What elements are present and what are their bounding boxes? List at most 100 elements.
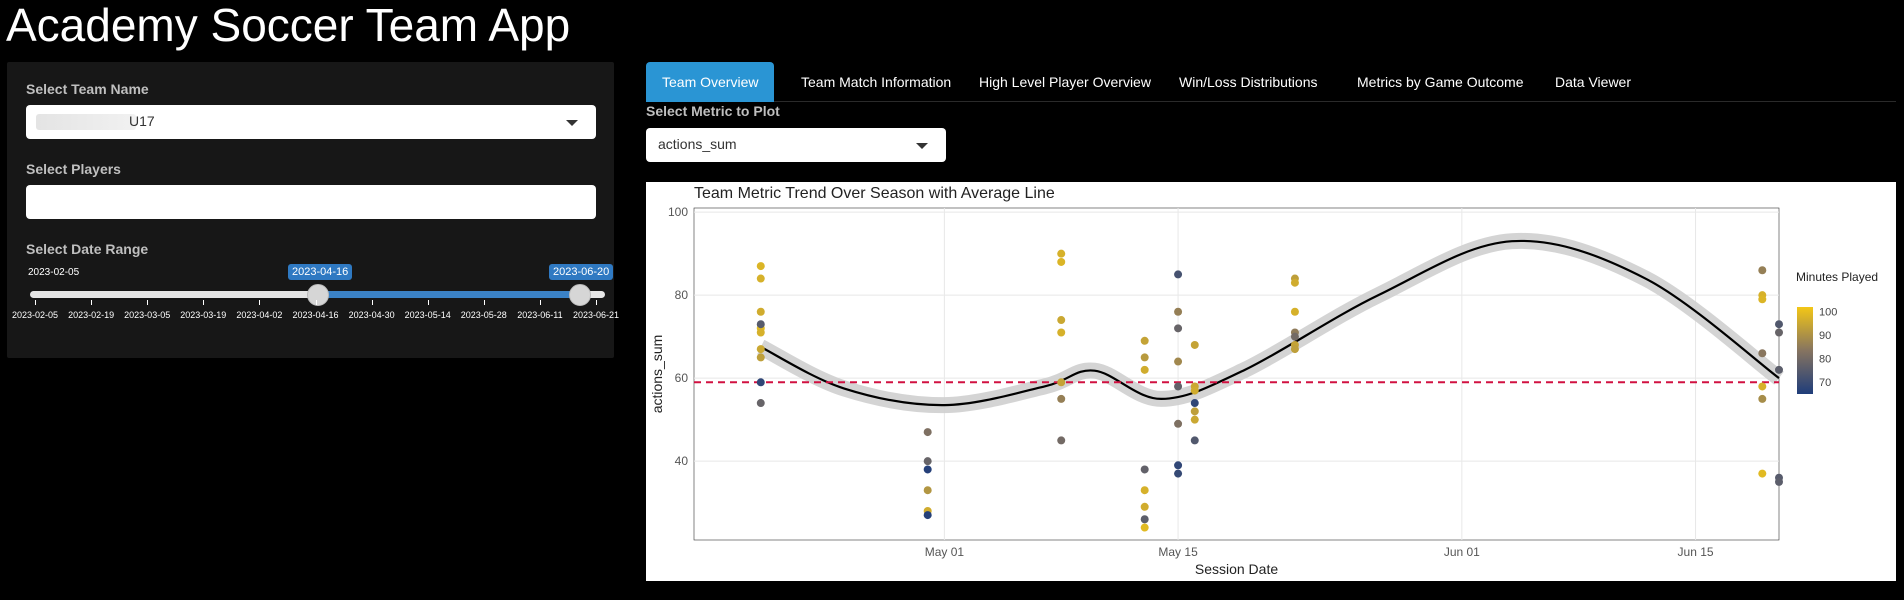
legend-title: Minutes Played (1796, 270, 1878, 284)
data-point (756, 307, 765, 316)
data-point (756, 345, 765, 354)
trend-line (760, 239, 1780, 407)
legend-tick-label: 70 (1819, 377, 1831, 389)
metric-select-label: Select Metric to Plot (646, 103, 780, 119)
data-point (1190, 415, 1199, 424)
date-range-slider[interactable]: 2023-02-05 2023-04-16 2023-06-20 2023-02… (7, 62, 619, 320)
data-point (1140, 502, 1149, 511)
data-point (756, 262, 765, 271)
data-point (1758, 349, 1767, 358)
slider-tick-label: 2023-06-21 (572, 310, 620, 320)
y-tick-label: 60 (675, 371, 689, 385)
data-point (923, 465, 932, 474)
slider-tick-label: 2023-02-19 (68, 310, 115, 320)
data-point (1140, 523, 1149, 532)
data-point (1290, 345, 1299, 354)
data-point (1290, 332, 1299, 341)
chevron-down-icon (916, 143, 928, 149)
data-point (1140, 365, 1149, 374)
data-point (1190, 407, 1199, 416)
data-point (756, 378, 765, 387)
y-tick-label: 80 (675, 288, 689, 302)
slider-tick (91, 300, 93, 305)
data-point (1174, 469, 1183, 478)
slider-tick-label: 2023-02-05 (11, 310, 59, 320)
app-title: Academy Soccer Team App (6, 0, 571, 51)
slider-ticks: 2023-02-05 2023-02-19 2023-03-05 2023-03-19… (7, 300, 619, 325)
data-point (1140, 336, 1149, 345)
legend-tick-label: 90 (1819, 330, 1831, 342)
slider-tick (427, 300, 429, 305)
slider-from-handle[interactable] (307, 284, 329, 306)
data-point (756, 328, 765, 337)
slider-tick-label: 2023-03-19 (180, 310, 227, 320)
tab-high-level-player-overview[interactable]: High Level Player Overview (979, 74, 1151, 90)
metric-select[interactable]: actions_sum (646, 128, 946, 162)
data-point (1174, 324, 1183, 333)
slider-tick (35, 300, 36, 305)
slider-tick (147, 300, 149, 305)
data-point (1758, 469, 1767, 478)
slider-tick (483, 300, 485, 305)
y-axis-label: actions_sum (649, 335, 665, 414)
slider-tick-label: 2023-04-30 (348, 310, 395, 320)
chevron-down-icon (566, 120, 578, 126)
chart-title: Team Metric Trend Over Season with Avera… (694, 185, 1055, 202)
legend-tick-label: 80 (1819, 354, 1831, 366)
slider-tick (259, 300, 261, 305)
sidebar-panel: Select Team Name U17 Select Players Sele… (7, 62, 619, 358)
tab-win-loss-distributions[interactable]: Win/Loss Distributions (1179, 74, 1318, 90)
tab-team-match-information[interactable]: Team Match Information (801, 74, 952, 90)
x-tick-label: Jun 15 (1678, 545, 1714, 559)
slider-selected-range (318, 291, 589, 298)
slider-tick-label: 2023-06-11 (517, 310, 563, 320)
data-point (1190, 340, 1199, 349)
tab-data-viewer[interactable]: Data Viewer (1555, 74, 1632, 90)
slider-to-handle[interactable] (569, 284, 591, 306)
slider-tick (315, 300, 317, 305)
data-point (1057, 394, 1066, 403)
data-point (1057, 249, 1066, 258)
slider-tick-label: 2023-03-05 (124, 310, 171, 320)
players-select[interactable] (26, 185, 596, 219)
data-point (756, 320, 765, 329)
data-point (1290, 278, 1299, 287)
data-point (1057, 436, 1066, 445)
data-point (1174, 307, 1183, 316)
slider-tick-label: 2023-04-16 (292, 310, 339, 320)
tab-team-overview[interactable]: Team Overview (646, 62, 775, 102)
slider-tick (203, 300, 205, 305)
tab-metrics-by-game-outcome[interactable]: Metrics by Game Outcome (1357, 74, 1524, 90)
data-point (1775, 365, 1783, 374)
slider-tick-label: 2023-05-14 (404, 310, 451, 320)
data-point (923, 457, 932, 466)
slider-tick (596, 300, 597, 305)
data-point (1758, 295, 1767, 304)
data-point (756, 274, 765, 283)
data-point (1775, 328, 1783, 337)
slider-min-label: 2023-02-05 (28, 267, 80, 278)
team-select-label: Select Team Name (26, 81, 149, 97)
data-point (1775, 320, 1783, 329)
data-point (1758, 382, 1767, 391)
data-point (923, 511, 932, 520)
x-tick-label: May 15 (1158, 545, 1198, 559)
data-point (1140, 515, 1149, 524)
date-range-label: Select Date Range (26, 241, 149, 257)
data-point (1057, 378, 1066, 387)
y-tick-label: 100 (668, 205, 688, 219)
data-point (923, 428, 932, 437)
data-point (1140, 486, 1149, 495)
data-point (1140, 353, 1149, 362)
data-point (1190, 436, 1199, 445)
data-point (1057, 316, 1066, 325)
team-select[interactable]: U17 (26, 105, 596, 139)
data-point (1174, 419, 1183, 428)
data-point (1775, 477, 1783, 486)
data-point (1174, 382, 1183, 391)
slider-to-badge: 2023-06-20 (549, 264, 614, 280)
data-point (1057, 257, 1066, 266)
redacted-text (36, 114, 136, 130)
data-point (1190, 386, 1199, 395)
y-tick-label: 40 (675, 454, 689, 468)
